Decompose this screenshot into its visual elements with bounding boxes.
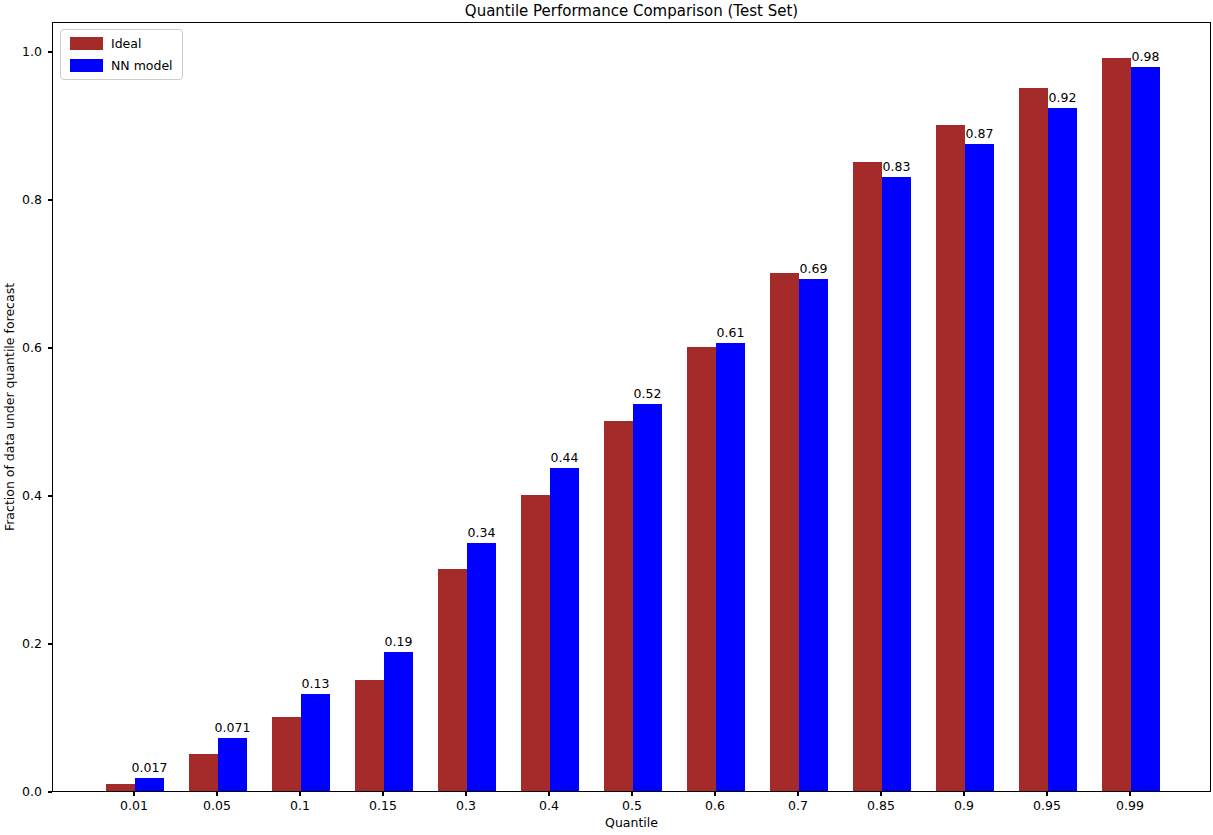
x-tick-label: 0.01 <box>120 798 148 813</box>
bar-value-label: 0.34 <box>468 525 496 540</box>
y-tick-label: 0.4 <box>0 488 42 503</box>
x-tick-label: 0.15 <box>369 798 397 813</box>
bar-nn-model <box>716 343 745 791</box>
x-tick-label: 0.7 <box>788 798 808 813</box>
chart-title: Quantile Performance Comparison (Test Se… <box>52 2 1211 20</box>
bar-ideal <box>770 273 799 791</box>
plot-area: Ideal NN model 0.017 0.071 0.13 0.19 0.34 0.44… <box>52 22 1211 792</box>
y-tick-mark <box>48 347 52 348</box>
bar-ideal <box>604 421 633 791</box>
x-tick-label: 0.1 <box>290 798 310 813</box>
x-tick-label: 0.05 <box>203 798 231 813</box>
x-tick-label: 0.9 <box>954 798 974 813</box>
bar-ideal <box>106 784 135 791</box>
bar-ideal <box>687 347 716 791</box>
bar-value-label: 0.017 <box>132 760 168 775</box>
x-tick-mark <box>880 792 881 796</box>
x-tick-label: 0.95 <box>1033 798 1061 813</box>
x-tick-mark <box>548 792 549 796</box>
x-tick-label: 0.3 <box>456 798 476 813</box>
bar-value-label: 0.52 <box>634 386 662 401</box>
x-tick-mark <box>465 792 466 796</box>
bar-ideal <box>936 125 965 791</box>
legend-label: Ideal <box>111 36 141 51</box>
x-tick-mark <box>133 792 134 796</box>
x-tick-mark <box>797 792 798 796</box>
x-tick-mark <box>1129 792 1130 796</box>
legend-entry: Ideal <box>70 36 173 51</box>
bar-ideal <box>438 569 467 791</box>
y-tick-label: 0.6 <box>0 340 42 355</box>
bar-value-label: 0.92 <box>1049 90 1077 105</box>
bar-ideal <box>521 495 550 791</box>
bar-nn-model <box>467 543 496 791</box>
bar-value-label: 0.13 <box>302 676 330 691</box>
bar-value-label: 0.61 <box>717 325 745 340</box>
bar-nn-model <box>1131 67 1160 791</box>
bar-ideal <box>1019 88 1048 791</box>
x-tick-mark <box>299 792 300 796</box>
x-tick-mark <box>1046 792 1047 796</box>
x-tick-mark <box>714 792 715 796</box>
x-axis-label: Quantile <box>52 815 1211 830</box>
bar-nn-model <box>218 738 247 791</box>
bar-nn-model <box>799 279 828 791</box>
x-tick-mark <box>963 792 964 796</box>
bar-nn-model <box>301 694 330 791</box>
bar-ideal <box>1102 58 1131 791</box>
y-tick-label: 0.2 <box>0 636 42 651</box>
bar-nn-model <box>965 144 994 791</box>
bar-nn-model <box>550 468 579 791</box>
bar-value-label: 0.98 <box>1132 49 1160 64</box>
bar-nn-model <box>1048 108 1077 791</box>
bar-value-label: 0.83 <box>883 159 911 174</box>
y-tick-label: 0.8 <box>0 192 42 207</box>
x-tick-mark <box>631 792 632 796</box>
bar-ideal <box>272 717 301 791</box>
bar-nn-model <box>384 652 413 791</box>
legend-swatch <box>70 37 103 50</box>
y-tick-mark <box>48 643 52 644</box>
x-tick-label: 0.6 <box>705 798 725 813</box>
x-tick-label: 0.99 <box>1116 798 1144 813</box>
bar-value-label: 0.87 <box>966 126 994 141</box>
bar-value-label: 0.071 <box>215 720 251 735</box>
y-tick-mark <box>48 495 52 496</box>
y-tick-mark <box>48 199 52 200</box>
bar-ideal <box>189 754 218 791</box>
quantile-performance-chart: Quantile Performance Comparison (Test Se… <box>0 0 1213 835</box>
x-tick-label: 0.5 <box>622 798 642 813</box>
bar-ideal <box>355 680 384 791</box>
legend-entry: NN model <box>70 58 173 73</box>
legend-label: NN model <box>111 58 173 73</box>
bar-nn-model <box>135 778 164 791</box>
y-tick-label: 1.0 <box>0 44 42 59</box>
bar-nn-model <box>882 177 911 791</box>
bar-nn-model <box>633 404 662 791</box>
bar-value-label: 0.44 <box>551 450 579 465</box>
bar-value-label: 0.69 <box>800 261 828 276</box>
x-tick-label: 0.4 <box>539 798 559 813</box>
y-tick-label: 0.0 <box>0 784 42 799</box>
y-tick-mark <box>48 51 52 52</box>
legend: Ideal NN model <box>60 29 183 80</box>
y-tick-mark <box>48 791 52 792</box>
legend-swatch <box>70 59 103 72</box>
bar-value-label: 0.19 <box>385 634 413 649</box>
bar-ideal <box>853 162 882 791</box>
x-tick-mark <box>216 792 217 796</box>
x-tick-label: 0.85 <box>867 798 895 813</box>
x-tick-mark <box>382 792 383 796</box>
